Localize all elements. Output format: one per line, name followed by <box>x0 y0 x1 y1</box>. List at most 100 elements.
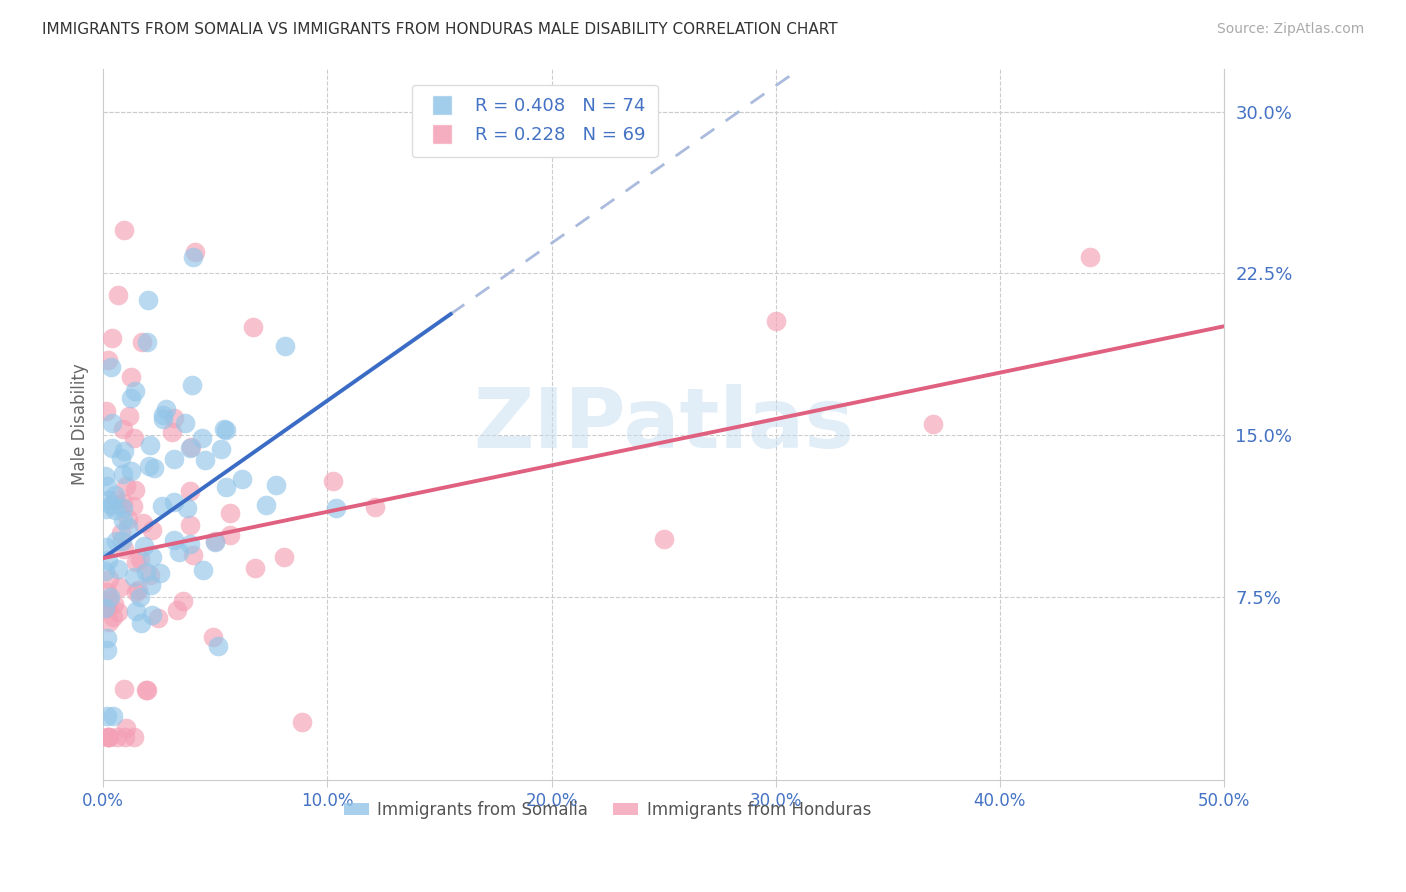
Point <box>273 550 295 565</box>
Point <box>162 425 184 439</box>
Point <box>101 331 124 345</box>
Point <box>163 533 186 547</box>
Point <box>98 572 121 586</box>
Point <box>204 534 226 549</box>
Point <box>111 467 134 482</box>
Point <box>112 223 135 237</box>
Point <box>94 403 117 417</box>
Point <box>94 564 117 578</box>
Point <box>325 500 347 515</box>
Point <box>94 468 117 483</box>
Point <box>125 555 148 569</box>
Point <box>364 500 387 514</box>
Point <box>97 730 120 744</box>
Point <box>101 442 124 456</box>
Point <box>215 480 238 494</box>
Point <box>108 580 131 594</box>
Point <box>120 391 142 405</box>
Point <box>125 585 148 599</box>
Point <box>96 584 118 599</box>
Point <box>132 516 155 531</box>
Point <box>112 681 135 696</box>
Point <box>124 384 146 398</box>
Point <box>162 495 184 509</box>
Point <box>141 549 163 564</box>
Point <box>104 488 127 502</box>
Point <box>179 537 201 551</box>
Point <box>172 593 194 607</box>
Point <box>191 563 214 577</box>
Point <box>179 517 201 532</box>
Point <box>191 431 214 445</box>
Point <box>125 604 148 618</box>
Point <box>111 534 134 549</box>
Point <box>212 422 235 436</box>
Point <box>136 683 159 698</box>
Point <box>98 590 121 604</box>
Point <box>169 544 191 558</box>
Point <box>150 499 173 513</box>
Point <box>97 352 120 367</box>
Point <box>209 442 232 456</box>
Point <box>141 608 163 623</box>
Point <box>273 339 295 353</box>
Text: IMMIGRANTS FROM SOMALIA VS IMMIGRANTS FROM HONDURAS MALE DISABILITY CORRELATION : IMMIGRANTS FROM SOMALIA VS IMMIGRANTS FR… <box>42 22 838 37</box>
Point <box>94 601 117 615</box>
Point <box>111 513 134 527</box>
Point <box>96 643 118 657</box>
Point <box>96 708 118 723</box>
Point <box>146 611 169 625</box>
Point <box>180 440 202 454</box>
Point <box>181 250 204 264</box>
Point <box>122 431 145 445</box>
Point <box>101 416 124 430</box>
Point <box>100 359 122 374</box>
Point <box>139 438 162 452</box>
Point <box>131 335 153 350</box>
Point <box>98 615 121 629</box>
Point <box>110 525 132 540</box>
Point <box>104 493 127 508</box>
Point <box>129 552 152 566</box>
Point <box>94 600 117 615</box>
Point <box>97 553 120 567</box>
Point <box>97 601 120 615</box>
Point <box>194 452 217 467</box>
Point <box>100 498 122 512</box>
Point <box>652 532 675 546</box>
Point <box>114 730 136 744</box>
Point <box>152 412 174 426</box>
Point <box>96 631 118 645</box>
Point <box>97 593 120 607</box>
Point <box>179 441 201 455</box>
Point <box>1078 250 1101 264</box>
Point <box>163 451 186 466</box>
Point <box>181 377 204 392</box>
Point <box>135 683 157 698</box>
Point <box>201 631 224 645</box>
Text: ZIPatlas: ZIPatlas <box>472 384 853 465</box>
Point <box>231 472 253 486</box>
Point <box>765 314 787 328</box>
Point <box>149 566 172 580</box>
Point <box>243 561 266 575</box>
Point <box>129 615 152 630</box>
Point <box>112 444 135 458</box>
Point <box>122 499 145 513</box>
Point <box>141 523 163 537</box>
Point <box>264 478 287 492</box>
Point <box>134 565 156 579</box>
Point <box>96 541 118 555</box>
Point <box>105 730 128 744</box>
Point <box>143 461 166 475</box>
Point <box>103 597 125 611</box>
Point <box>111 495 134 509</box>
Point <box>219 506 242 520</box>
Point <box>136 335 159 350</box>
Point <box>114 479 136 493</box>
Point <box>117 512 139 526</box>
Point <box>120 370 142 384</box>
Point <box>152 408 174 422</box>
Point <box>97 730 120 744</box>
Point <box>97 493 120 508</box>
